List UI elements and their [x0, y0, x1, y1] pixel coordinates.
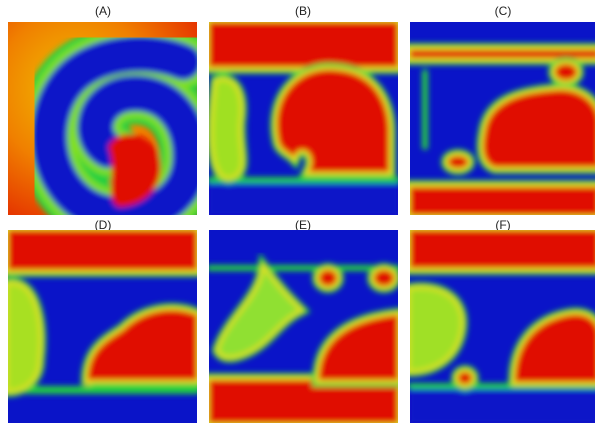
field: [49, 54, 190, 216]
region: [8, 230, 197, 270]
region: [374, 270, 394, 286]
band: [209, 182, 398, 215]
panel-image: [410, 22, 595, 215]
region: [410, 50, 595, 58]
region: [448, 156, 468, 168]
region: [209, 22, 398, 67]
panel-image: [209, 22, 398, 215]
band: [410, 388, 595, 423]
panel-label: (A): [95, 4, 111, 18]
region: [410, 187, 595, 215]
region: [319, 270, 337, 286]
panel-label: (C): [495, 4, 512, 18]
panel-image: [410, 230, 595, 423]
region: [213, 81, 241, 177]
panel-label: (B): [295, 4, 311, 18]
panel-image: [209, 230, 398, 423]
figure: (A) (B) (C) (D) (E) (F): [0, 0, 595, 423]
region: [410, 230, 595, 268]
panel-image: [8, 22, 197, 216]
field: [209, 22, 398, 215]
panel-image: [8, 230, 197, 423]
region: [458, 372, 472, 384]
region: [555, 64, 577, 80]
